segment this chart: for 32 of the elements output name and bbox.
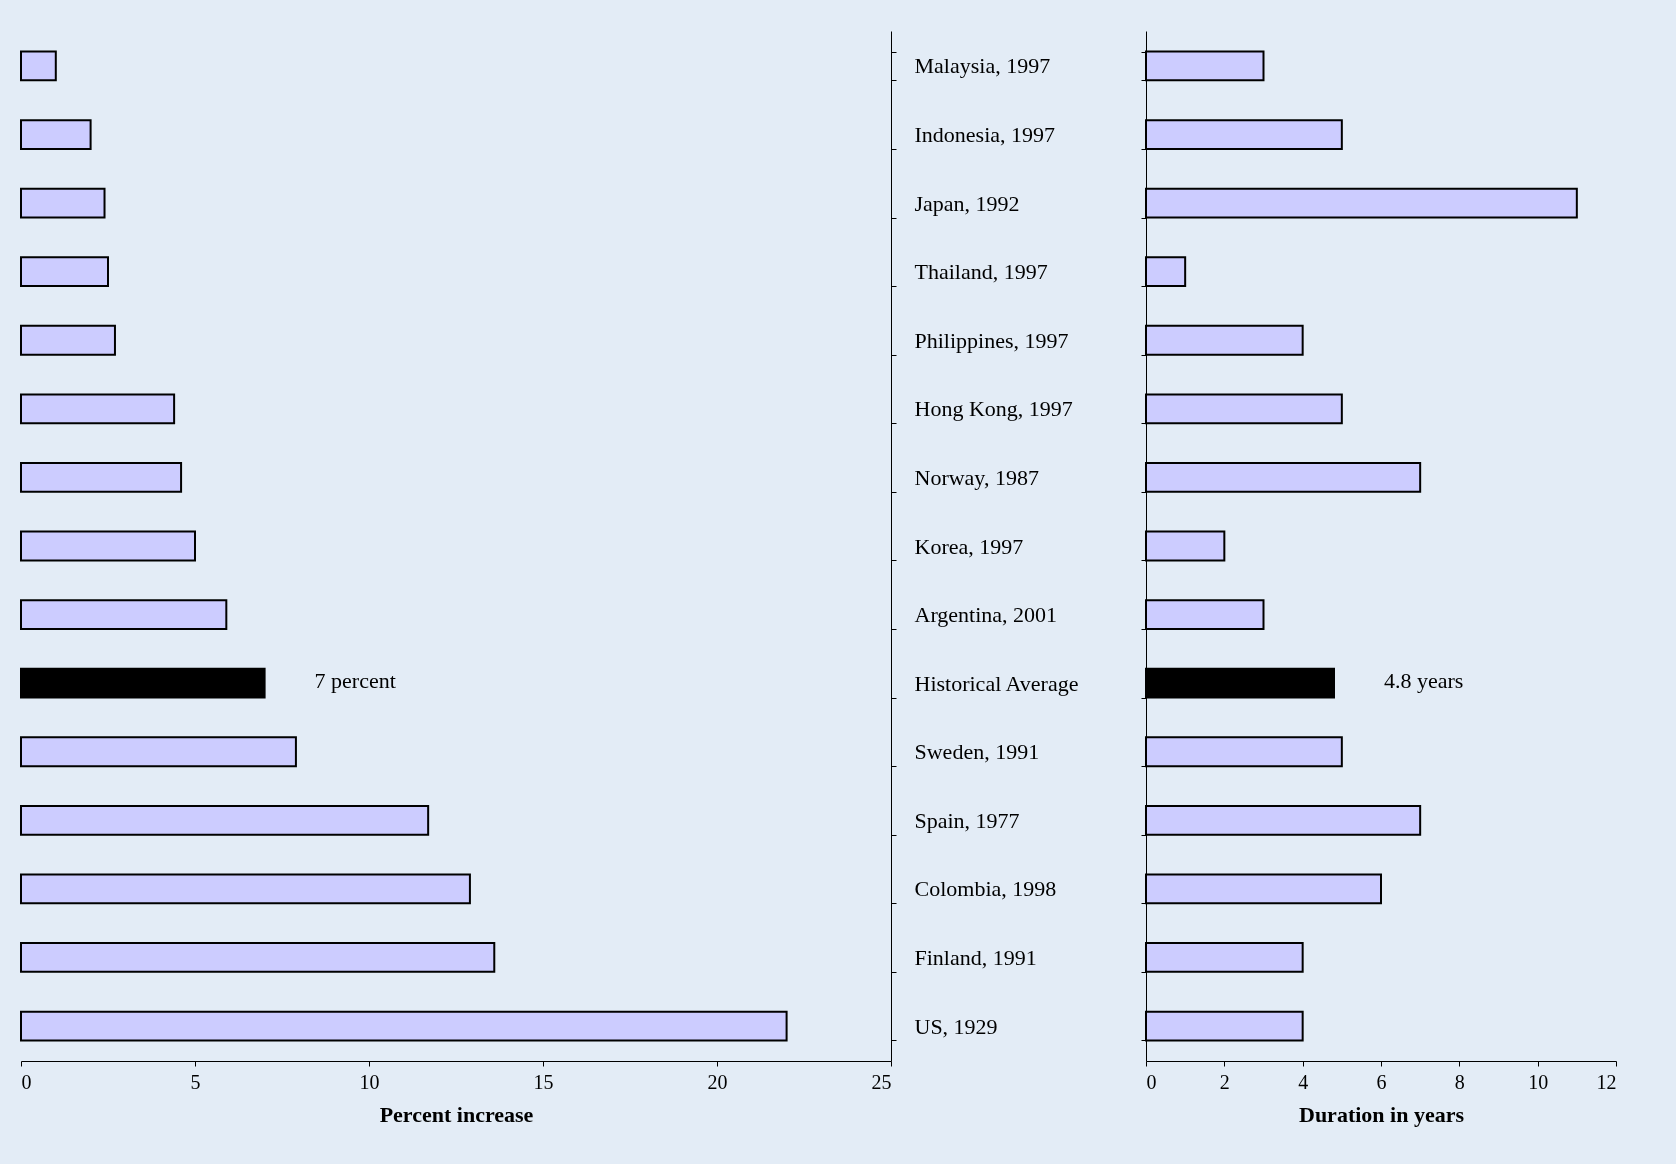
x-axis-title: Duration in years — [1299, 1101, 1465, 1127]
y-tick-label: Historical Average — [914, 670, 1079, 696]
y-tick-label: Sweden, 1991 — [914, 739, 1040, 765]
x-tick-label: 20 — [707, 1070, 728, 1093]
y-tick-label: Spain, 1977 — [914, 807, 1020, 833]
y-tick-label: Korea, 1997 — [914, 533, 1024, 559]
annotation: 4.8 years — [1384, 668, 1464, 694]
x-tick-label: 0 — [21, 1070, 32, 1093]
x-tick-label: 8 — [1454, 1070, 1465, 1093]
y-tick-label: Hong Kong, 1997 — [914, 396, 1073, 422]
x-tick-label: 4 — [1298, 1070, 1309, 1093]
y-tick-label: Japan, 1992 — [914, 190, 1020, 216]
annotation: 7 percent — [314, 668, 396, 694]
x-tick-label: 0 — [1146, 1070, 1157, 1093]
x-tick-label: 10 — [359, 1070, 380, 1093]
y-tick-label: Thailand, 1997 — [914, 259, 1048, 285]
x-tick-label: 6 — [1376, 1070, 1387, 1093]
y-tick-label: Colombia, 1998 — [914, 876, 1057, 902]
y-tick-label: Malaysia, 1997 — [914, 53, 1051, 79]
x-tick-label: 25 — [871, 1070, 892, 1093]
y-tick-label: Philippines, 1997 — [914, 327, 1069, 353]
x-tick-label: 10 — [1528, 1070, 1549, 1093]
x-tick-label: 12 — [1596, 1070, 1617, 1093]
y-tick-label: Norway, 1987 — [914, 464, 1039, 490]
y-tick-label: Indonesia, 1997 — [914, 122, 1056, 148]
x-tick-label: 2 — [1219, 1070, 1230, 1093]
y-tick-label: Argentina, 2001 — [914, 602, 1058, 628]
x-tick-label: 15 — [533, 1070, 554, 1093]
y-tick-label: US, 1929 — [914, 1013, 998, 1039]
x-axis-title: Percent increase — [379, 1101, 534, 1127]
x-tick-label: 5 — [190, 1070, 201, 1093]
y-tick-label: Finland, 1991 — [914, 944, 1037, 970]
